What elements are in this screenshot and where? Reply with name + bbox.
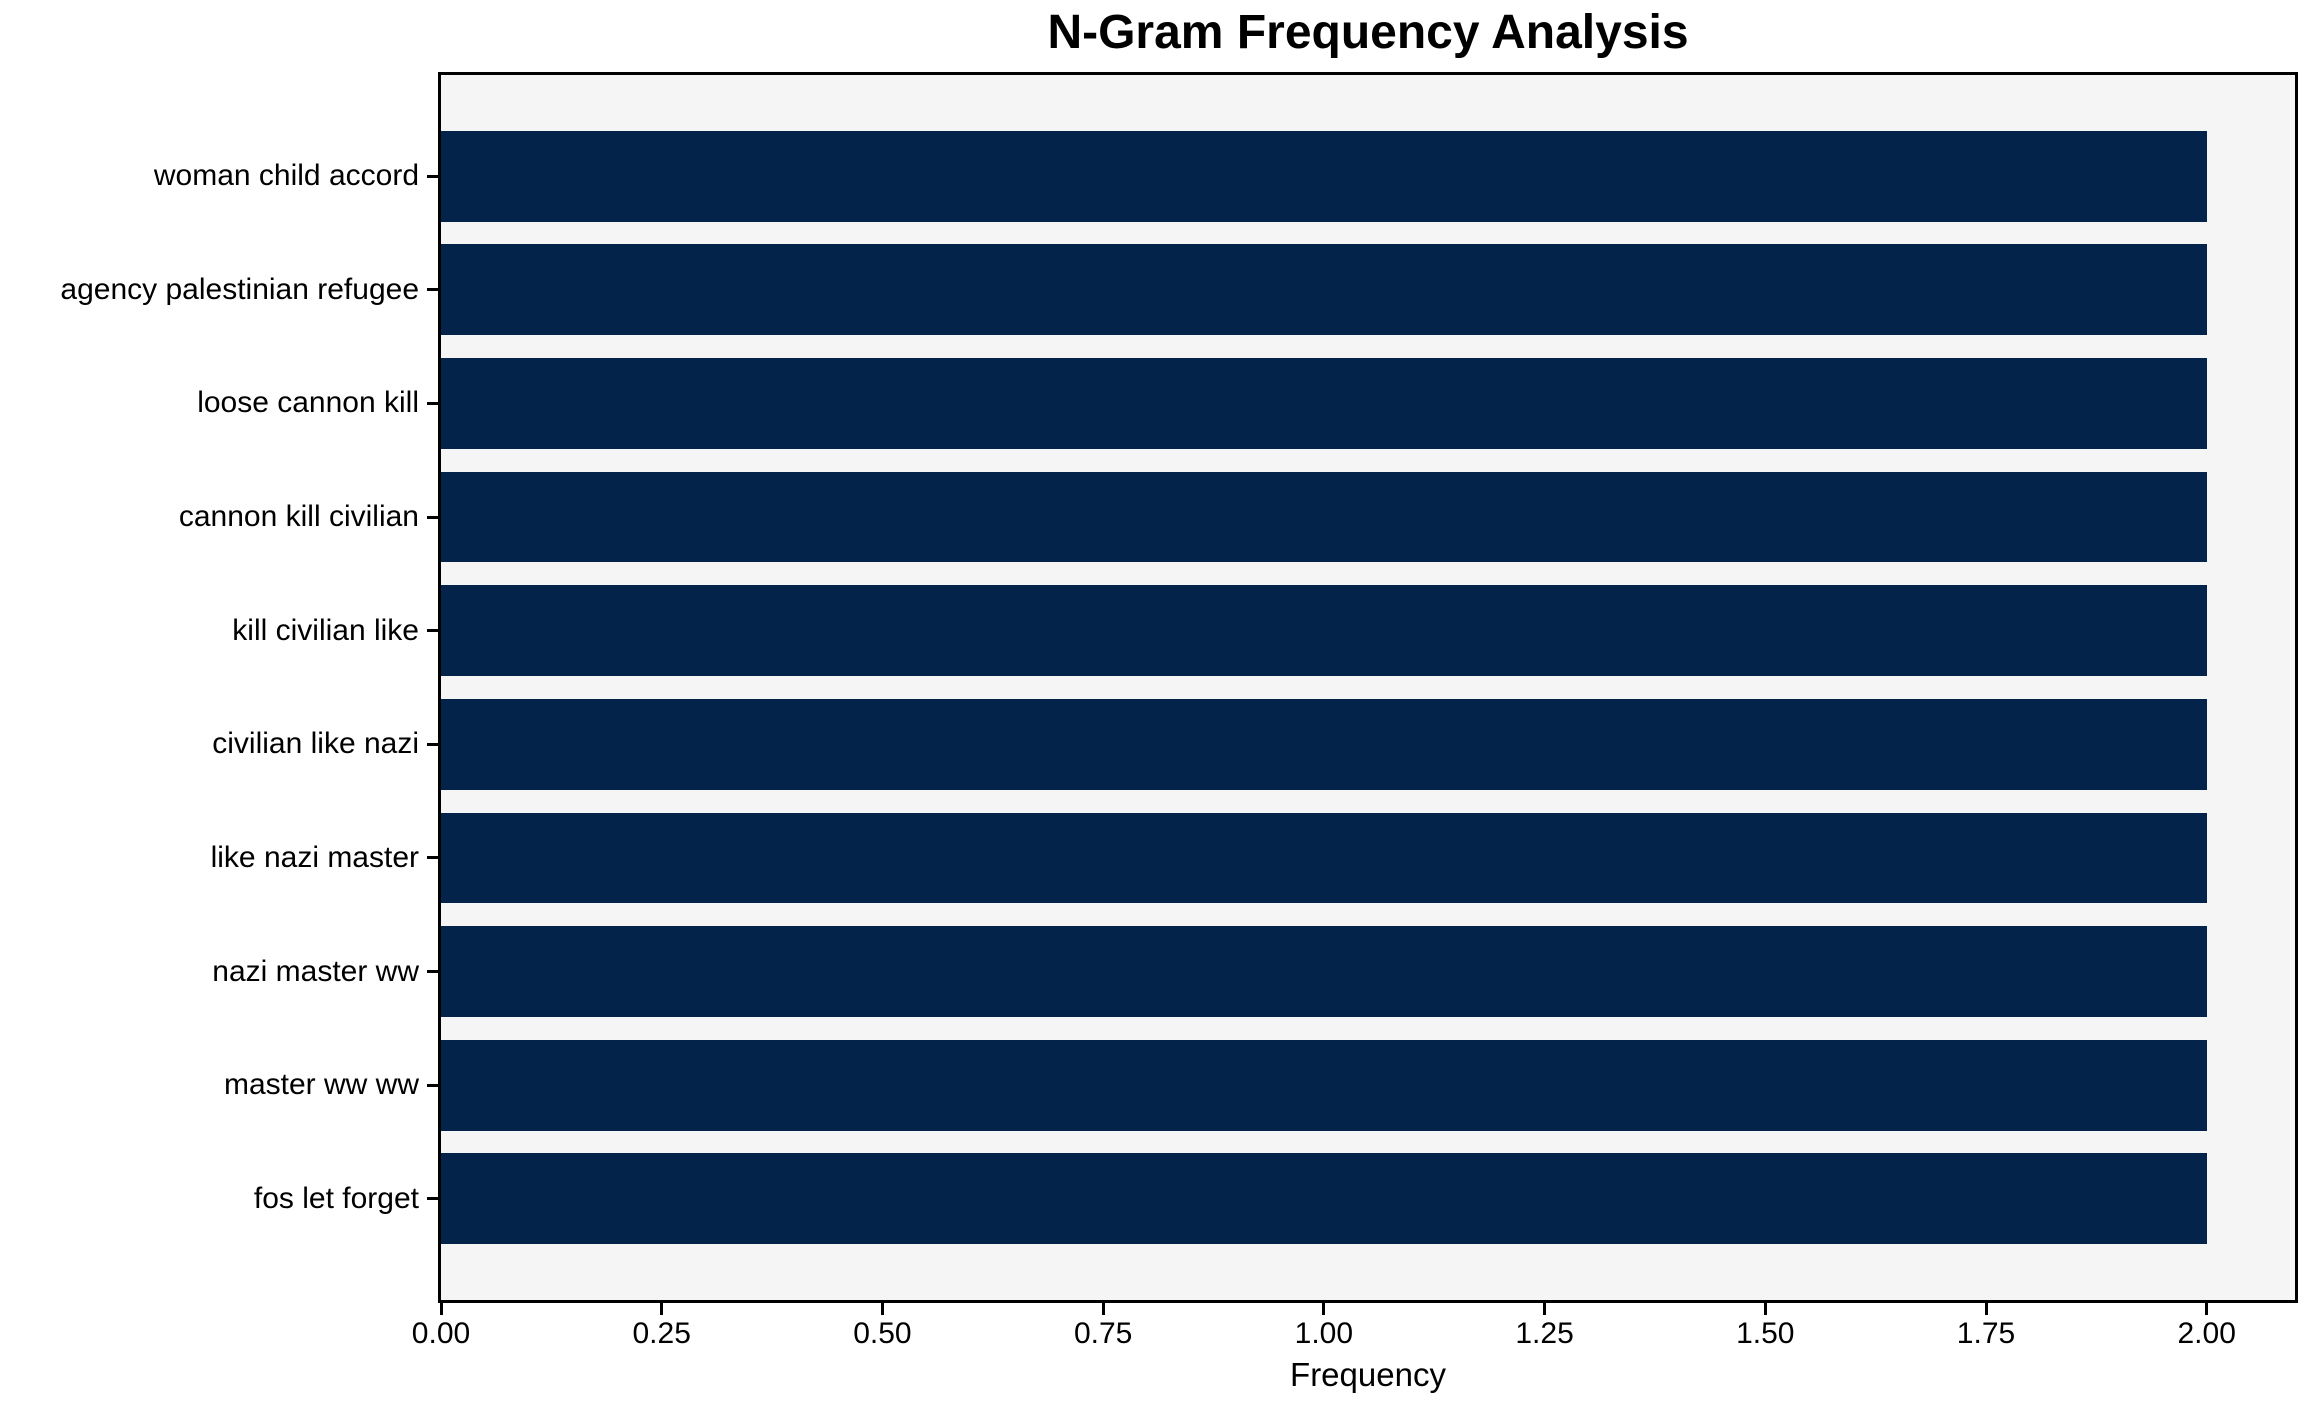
- x-tick-label: 1.00: [1294, 1317, 1354, 1350]
- x-tick-mark: [2205, 1303, 2209, 1315]
- x-tick-label: 1.25: [1515, 1317, 1574, 1350]
- y-tick-mark: [427, 856, 438, 860]
- x-tick-label: 0.50: [853, 1317, 912, 1350]
- y-tick-mark: [427, 401, 438, 405]
- x-tick-mark: [880, 1303, 884, 1315]
- bar: [441, 471, 2207, 563]
- y-tick-mark: [427, 288, 438, 292]
- bar: [441, 357, 2207, 449]
- y-axis-label: nazi master ww: [212, 954, 419, 988]
- bar: [441, 926, 2207, 1018]
- x-tick-mark: [439, 1303, 443, 1315]
- y-axis-label: cannon kill civilian: [178, 500, 419, 534]
- x-tick-label: 0.00: [411, 1317, 471, 1350]
- x-tick-label: 1.75: [1956, 1317, 2016, 1350]
- y-axis-label: like nazi master: [210, 840, 419, 874]
- x-tick-label: 1.50: [1736, 1317, 1795, 1350]
- x-tick-mark: [1984, 1303, 1988, 1315]
- bar: [441, 244, 2207, 336]
- y-axis-label: loose cannon kill: [197, 386, 419, 420]
- x-tick-label: 0.25: [632, 1317, 691, 1350]
- y-axis-label: fos let forget: [253, 1181, 419, 1215]
- bar: [441, 1039, 2207, 1131]
- x-tick-mark: [1101, 1303, 1105, 1315]
- y-tick-mark: [427, 1083, 438, 1087]
- bar: [441, 585, 2207, 677]
- y-tick-mark: [427, 515, 438, 519]
- y-tick-mark: [427, 742, 438, 746]
- y-tick-mark: [427, 629, 438, 633]
- plot-area: [438, 72, 2298, 1303]
- y-axis-label: master ww ww: [223, 1068, 419, 1102]
- bar: [441, 812, 2207, 904]
- x-tick-mark: [1322, 1303, 1326, 1315]
- x-tick-mark: [1763, 1303, 1767, 1315]
- chart-title: N-Gram Frequency Analysis: [1047, 6, 1689, 59]
- y-axis-label: civilian like nazi: [212, 727, 419, 761]
- x-tick-label: 0.75: [1073, 1317, 1133, 1350]
- x-tick-mark: [1543, 1303, 1547, 1315]
- x-tick-mark: [660, 1303, 664, 1315]
- x-axis-title: Frequency: [1290, 1356, 1446, 1393]
- y-tick-mark: [427, 174, 438, 178]
- bar: [441, 130, 2207, 222]
- bar: [441, 1153, 2207, 1245]
- y-axis-label: woman child accord: [153, 159, 419, 193]
- y-tick-mark: [427, 970, 438, 974]
- y-axis-label: kill civilian like: [232, 613, 419, 647]
- bar: [441, 698, 2207, 790]
- x-tick-label: 2.00: [2177, 1317, 2236, 1350]
- y-axis-label: agency palestinian refugee: [60, 272, 419, 306]
- y-tick-mark: [427, 1197, 438, 1201]
